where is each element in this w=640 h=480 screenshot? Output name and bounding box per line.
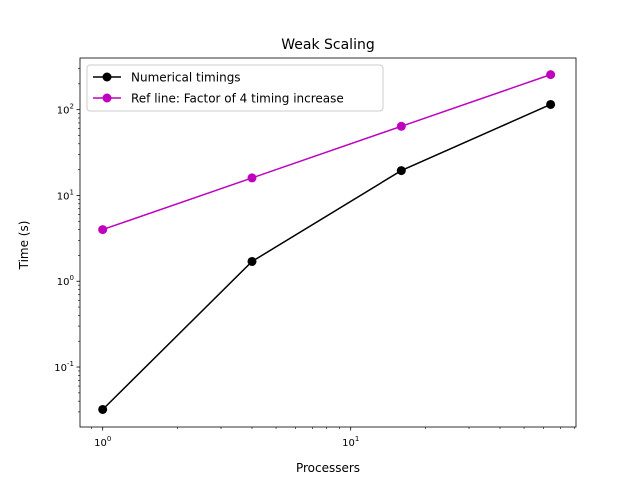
legend: Numerical timings Ref line: Factor of 4 t… — [86, 64, 384, 112]
series-1-point — [247, 173, 257, 183]
series-0-point — [396, 166, 406, 176]
series-line-0 — [102, 103, 551, 411]
series-0-point — [247, 256, 257, 266]
series-1-point — [396, 121, 406, 131]
y-axis-label: Time (s) — [17, 221, 31, 271]
series-1-point — [98, 225, 108, 235]
legend-marker-1 — [102, 93, 112, 103]
series-line-1 — [102, 73, 551, 231]
y-tick-label: 10-1 — [54, 360, 74, 374]
y-tick-label: 101 — [57, 188, 74, 202]
plot-area: 100 101 10-1 100 101 102 — [54, 57, 577, 449]
series-0-point — [546, 99, 556, 109]
x-tick-label: 101 — [342, 435, 359, 449]
axes-frame — [79, 57, 577, 428]
legend-marker-0 — [102, 72, 112, 82]
legend-box — [86, 64, 384, 112]
legend-label-1: Ref line: Factor of 4 timing increase — [131, 92, 344, 106]
y-tick-label: 102 — [57, 103, 74, 117]
chart-title: Weak Scaling — [281, 37, 374, 53]
legend-label-0: Numerical timings — [131, 71, 241, 85]
series-0-point — [98, 404, 108, 414]
y-tick-label: 100 — [57, 274, 74, 288]
series-1-point — [546, 70, 556, 80]
x-axis-label: Processers — [296, 461, 360, 475]
x-tick-label: 100 — [94, 435, 111, 449]
